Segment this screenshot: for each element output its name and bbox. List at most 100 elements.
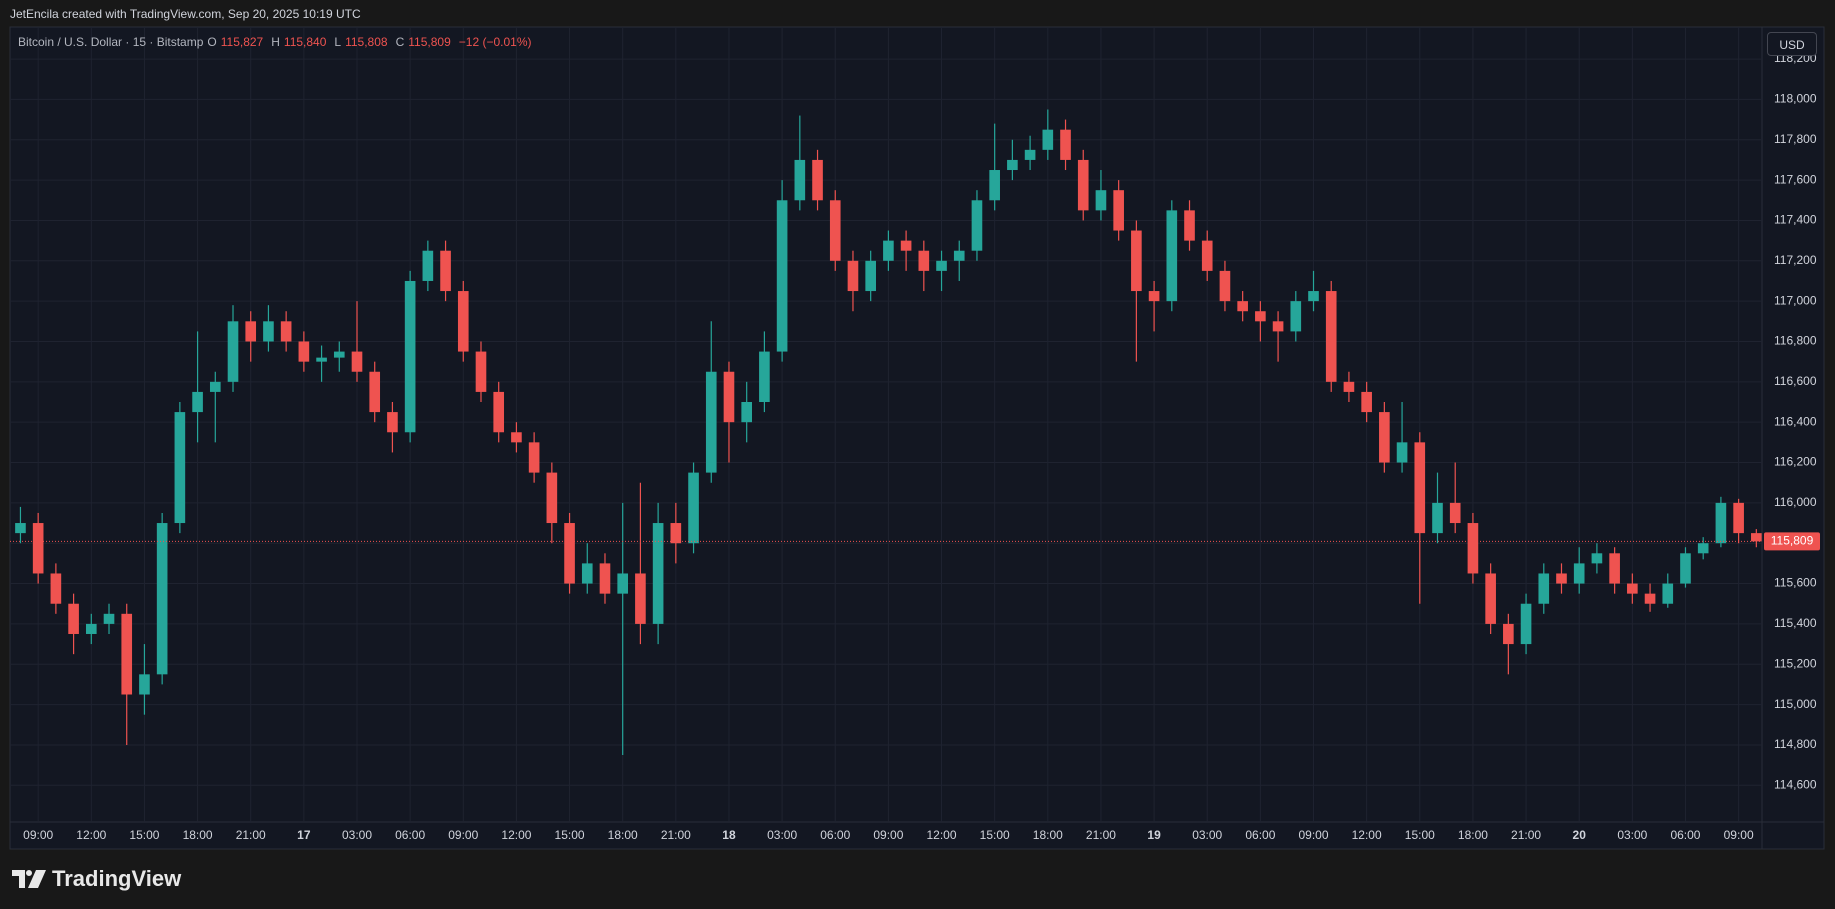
candle-body bbox=[1131, 230, 1142, 292]
candle-body bbox=[1255, 311, 1266, 322]
candle-body bbox=[1077, 159, 1089, 211]
candle-body bbox=[139, 674, 150, 695]
candle-body bbox=[156, 523, 168, 675]
candle-body bbox=[1379, 412, 1390, 463]
candle-body bbox=[971, 200, 983, 251]
candle-body bbox=[1024, 149, 1036, 160]
x-tick-label: 06:00 bbox=[1245, 828, 1275, 842]
candle-body bbox=[1467, 523, 1479, 574]
x-tick-label: 15:00 bbox=[1405, 828, 1435, 842]
x-tick-label: 21:00 bbox=[1086, 828, 1116, 842]
chart-frame bbox=[9, 26, 1825, 850]
x-tick-label: 09:00 bbox=[1724, 828, 1754, 842]
candle-body bbox=[404, 280, 416, 433]
candles bbox=[15, 109, 1762, 756]
candle-body bbox=[581, 563, 593, 584]
candle-body bbox=[1503, 623, 1514, 645]
candle-body bbox=[1697, 543, 1709, 554]
y-tick-label: 118,000 bbox=[1774, 92, 1817, 106]
symbol-title: Bitcoin / U.S. Dollar · 15 · Bitstamp bbox=[18, 35, 204, 49]
x-tick-label: 18 bbox=[722, 828, 736, 842]
x-tick-label: 09:00 bbox=[448, 828, 478, 842]
candle-body bbox=[865, 260, 876, 292]
x-tick-label: 21:00 bbox=[236, 828, 266, 842]
candle-body bbox=[741, 402, 753, 423]
x-tick-label: 18:00 bbox=[1033, 828, 1063, 842]
legend-key: C bbox=[395, 35, 405, 49]
logo-icon bbox=[12, 870, 46, 888]
candle-body bbox=[298, 341, 310, 362]
candle-body bbox=[1219, 270, 1231, 302]
candle-body bbox=[1184, 210, 1195, 241]
y-tick-label: 114,600 bbox=[1774, 777, 1817, 791]
y-tick-label: 117,400 bbox=[1774, 213, 1817, 227]
y-tick-label: 117,200 bbox=[1774, 253, 1817, 267]
legend-value: 115,808 bbox=[345, 35, 388, 49]
candle-body bbox=[1343, 381, 1355, 392]
x-tick-label: 15:00 bbox=[555, 828, 585, 842]
candle-body bbox=[493, 391, 505, 433]
candle-body bbox=[1095, 190, 1107, 211]
candle-body bbox=[387, 412, 398, 433]
y-tick-label: 115,400 bbox=[1774, 616, 1817, 630]
candle-body bbox=[1396, 442, 1408, 463]
candle-body bbox=[209, 381, 221, 392]
candle-body bbox=[15, 523, 26, 534]
y-tick-label: 117,600 bbox=[1774, 172, 1817, 186]
candle-body bbox=[1148, 291, 1160, 302]
x-tick-label: 20 bbox=[1573, 828, 1587, 842]
x-tick-label: 03:00 bbox=[1617, 828, 1647, 842]
candle-body bbox=[1751, 533, 1762, 542]
y-tick-label: 115,600 bbox=[1774, 576, 1817, 590]
candle-body bbox=[705, 371, 717, 473]
candle-body bbox=[528, 442, 540, 473]
legend-key: O bbox=[207, 35, 217, 49]
candle-body bbox=[50, 573, 62, 604]
candle-body bbox=[1308, 291, 1319, 302]
candle-body bbox=[847, 260, 859, 292]
candle-body bbox=[1325, 291, 1337, 382]
x-tick-label: 06:00 bbox=[1670, 828, 1700, 842]
candle-body bbox=[1449, 502, 1461, 524]
legend-key: L bbox=[334, 35, 342, 49]
candle-body bbox=[1201, 240, 1213, 271]
candle-body bbox=[227, 321, 239, 382]
currency-button[interactable]: USD bbox=[1767, 32, 1817, 56]
last-price-tag bbox=[1764, 532, 1820, 551]
candle-body bbox=[953, 250, 965, 261]
candle-body bbox=[1290, 301, 1302, 332]
candle-body bbox=[68, 603, 79, 634]
candle-body bbox=[1272, 321, 1284, 332]
candle-body bbox=[989, 170, 1000, 201]
candle-body bbox=[1361, 391, 1372, 413]
y-tick-label: 115,000 bbox=[1774, 697, 1817, 711]
last-price-label: 115,809 bbox=[1771, 534, 1814, 548]
x-tick-label: 17 bbox=[297, 828, 311, 842]
y-tick-label: 117,800 bbox=[1774, 132, 1817, 146]
candle-body bbox=[794, 159, 806, 201]
legend-value: 115,827 bbox=[220, 35, 264, 49]
x-tick-label: 18:00 bbox=[1458, 828, 1488, 842]
candle-body bbox=[1662, 583, 1674, 604]
legend: Bitcoin / U.S. Dollar · 15 · Bitstamp O 11… bbox=[18, 35, 535, 49]
candle-body bbox=[422, 250, 434, 281]
candle-body bbox=[103, 613, 115, 624]
candle-body bbox=[688, 472, 699, 544]
candle-body bbox=[333, 351, 345, 358]
candle-body bbox=[280, 321, 292, 342]
candle-body bbox=[316, 357, 327, 362]
x-tick-label: 12:00 bbox=[927, 828, 957, 842]
candle-body bbox=[1432, 502, 1443, 534]
y-tick-label: 116,400 bbox=[1774, 414, 1817, 428]
candle-body bbox=[369, 371, 381, 413]
candle-body bbox=[652, 523, 664, 624]
x-tick-label: 12:00 bbox=[1352, 828, 1382, 842]
candle-body bbox=[1042, 129, 1054, 150]
x-tick-label: 03:00 bbox=[1192, 828, 1222, 842]
candle-body bbox=[351, 351, 363, 372]
candle-body bbox=[1573, 563, 1585, 584]
candle-body bbox=[1627, 583, 1638, 594]
candle-body bbox=[670, 523, 682, 544]
candle-body bbox=[1609, 553, 1620, 584]
